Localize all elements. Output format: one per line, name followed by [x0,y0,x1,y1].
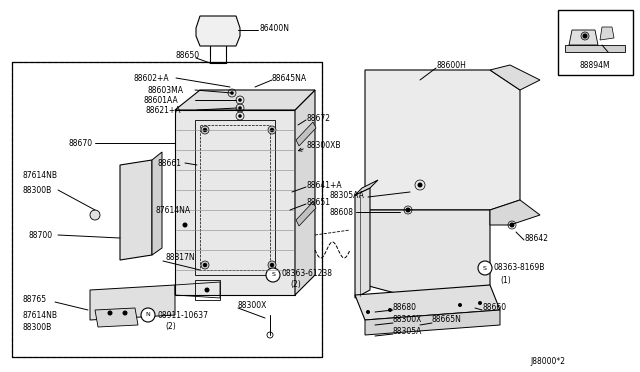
Circle shape [205,288,209,292]
Text: N: N [146,312,150,317]
Text: 87614NB: 87614NB [22,170,57,180]
Text: 88765: 88765 [22,295,46,305]
Text: 88894M: 88894M [580,61,611,70]
Text: 87614NA: 87614NA [155,205,190,215]
Polygon shape [295,90,315,295]
Text: 88641+A: 88641+A [307,180,342,189]
Circle shape [141,308,155,322]
Circle shape [406,208,410,212]
Text: 88651: 88651 [307,198,331,206]
Circle shape [268,126,276,134]
Text: 88608: 88608 [330,208,354,217]
Circle shape [583,34,587,38]
Text: 88602+A: 88602+A [133,74,168,83]
Text: 88660: 88660 [483,304,507,312]
Text: 88680: 88680 [393,304,417,312]
Text: 86400N: 86400N [260,23,290,32]
Polygon shape [490,65,540,90]
Text: 88670: 88670 [68,138,92,148]
Circle shape [458,303,462,307]
Text: 88700: 88700 [28,231,52,240]
Bar [12,62,322,357]
Circle shape [581,32,589,40]
Polygon shape [490,200,540,225]
Polygon shape [600,27,614,40]
Circle shape [201,126,209,134]
Text: S: S [272,273,276,278]
Polygon shape [175,110,295,295]
Text: 88603MA: 88603MA [148,86,184,94]
Bar [195,280,220,300]
Circle shape [90,210,100,220]
Circle shape [238,98,242,102]
Bar [12,62,322,357]
Circle shape [122,311,127,315]
Text: (1): (1) [500,276,511,285]
Text: 88300B: 88300B [22,186,51,195]
Polygon shape [355,285,500,320]
Polygon shape [355,180,378,195]
Circle shape [203,263,207,267]
Circle shape [238,114,242,118]
Polygon shape [365,310,500,335]
Circle shape [417,183,422,187]
Text: 08363-8169B: 08363-8169B [494,263,545,273]
Polygon shape [569,30,598,45]
Text: 88300B: 88300B [22,324,51,333]
Text: 88665N: 88665N [432,315,462,324]
Text: 88601AA: 88601AA [143,96,178,105]
Text: 88600H: 88600H [437,61,467,70]
Circle shape [201,261,209,269]
Circle shape [268,261,276,269]
Text: 88300X: 88300X [393,315,422,324]
Circle shape [238,106,242,110]
Text: 88661: 88661 [158,158,182,167]
Text: 88305A: 88305A [393,327,422,337]
Text: 88650: 88650 [175,51,199,60]
Text: S: S [483,266,487,270]
Circle shape [366,310,370,314]
Polygon shape [120,160,152,260]
Circle shape [478,301,482,305]
Polygon shape [90,285,175,320]
Text: 88300X: 88300X [238,301,268,310]
Text: 88621+A: 88621+A [145,106,180,115]
Text: 88305AA: 88305AA [330,190,365,199]
Text: 08911-10637: 08911-10637 [157,311,208,320]
Polygon shape [175,90,315,110]
Polygon shape [565,45,625,52]
Bar [558,10,633,75]
Polygon shape [365,70,520,210]
Circle shape [478,261,492,275]
Circle shape [230,91,234,95]
Polygon shape [355,188,370,298]
Polygon shape [196,16,240,46]
Bar [195,120,275,275]
Polygon shape [296,202,316,226]
Text: 88672: 88672 [307,113,331,122]
Bar [12,62,322,357]
Polygon shape [95,308,138,327]
Polygon shape [152,152,162,255]
Text: 08363-61238: 08363-61238 [282,269,333,279]
Circle shape [388,308,392,312]
Polygon shape [296,122,316,146]
Text: 88300XB: 88300XB [307,141,342,150]
Circle shape [203,128,207,132]
Circle shape [270,128,274,132]
Circle shape [266,268,280,282]
Circle shape [182,222,188,228]
Circle shape [108,311,113,315]
Text: J88000*2: J88000*2 [530,357,565,366]
Text: 88642: 88642 [525,234,549,243]
Text: 88645NA: 88645NA [272,74,307,83]
Text: (2): (2) [290,279,301,289]
Circle shape [270,263,274,267]
Polygon shape [365,210,490,305]
Text: (2): (2) [165,321,176,330]
Circle shape [509,222,515,228]
Text: 88817N: 88817N [165,253,195,263]
Text: 87614NB: 87614NB [22,311,57,320]
Bar [200,125,270,270]
